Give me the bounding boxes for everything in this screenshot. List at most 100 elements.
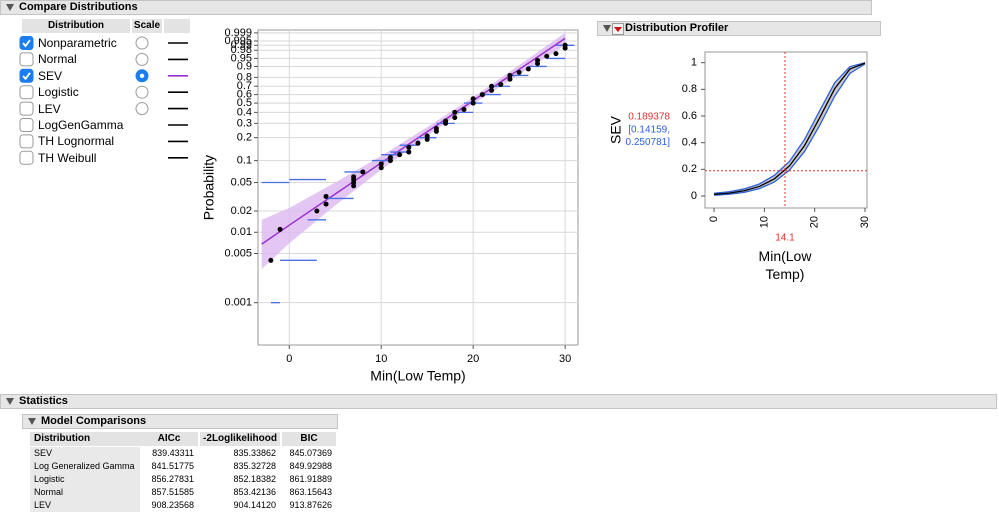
data-point [323, 201, 329, 207]
y-tick-label: 0.999 [224, 27, 252, 39]
distribution-name: LogGenGamma [38, 118, 124, 132]
distribution-name: TH Weibull [38, 150, 97, 165]
menu-icon[interactable] [614, 27, 622, 32]
y-tick-label: 0.01 [231, 226, 252, 238]
disclosure-icon[interactable] [603, 25, 611, 32]
y-tick-label: 0.8 [682, 83, 697, 95]
table-cell: 908.23568 [151, 500, 194, 510]
y-axis-label: Probability [201, 155, 217, 220]
ci-label: 0.250781] [626, 137, 671, 148]
column-header: Scale [132, 19, 162, 33]
data-point [433, 126, 439, 132]
scale-radio[interactable] [135, 52, 149, 66]
checkbox[interactable] [19, 52, 34, 67]
model-comparisons-title: Model Comparisons [41, 415, 147, 427]
distribution-name: Normal [38, 52, 77, 67]
data-point [323, 193, 329, 199]
check-mark[interactable] [22, 72, 31, 81]
column-header: -2Loglikelihood [200, 432, 280, 446]
profiler-x-label: Min(Low Temp) [758, 248, 812, 282]
data-point [443, 118, 449, 124]
column-header: Distribution [30, 432, 140, 446]
statistics-title: Statistics [19, 395, 68, 407]
check-mark[interactable] [22, 39, 31, 48]
data-point [525, 66, 531, 72]
data-point [535, 57, 541, 63]
statistics-header[interactable]: Statistics [0, 394, 997, 409]
profiler-title: Distribution Profiler [625, 22, 729, 34]
data-point [498, 82, 504, 88]
data-point [351, 174, 357, 180]
data-point [424, 136, 430, 142]
checkbox[interactable] [19, 68, 34, 83]
checkbox[interactable] [19, 85, 34, 100]
x-tick-label: 10 [758, 216, 770, 228]
checkbox[interactable] [19, 150, 34, 165]
data-point [268, 257, 274, 263]
data-point [479, 92, 485, 98]
column-header [164, 19, 190, 33]
table-cell: 841.51775 [151, 461, 194, 471]
table-cell: 845.07369 [289, 448, 332, 458]
checkbox[interactable] [19, 101, 34, 116]
disclosure-icon[interactable] [28, 418, 36, 425]
scale-radio[interactable] [135, 36, 149, 50]
compare-title: Compare Distributions [19, 1, 138, 13]
x-tick-label: 20 [467, 353, 479, 365]
data-point [452, 109, 458, 115]
x-tick-label: 30 [859, 216, 871, 228]
data-point [461, 106, 467, 112]
distribution-name: Logistic [38, 85, 79, 100]
scale-radio[interactable] [135, 102, 149, 116]
radio-dot[interactable] [139, 73, 145, 79]
data-point [470, 100, 476, 106]
data-point [406, 144, 412, 150]
checkbox[interactable] [19, 36, 34, 50]
checkbox[interactable] [19, 118, 34, 132]
data-point [415, 140, 421, 146]
y-tick-label: 0.5 [237, 97, 252, 109]
column-header: Distribution [22, 19, 130, 33]
data-point [277, 226, 283, 232]
row-label: Normal [30, 486, 140, 499]
red-triangle-menu[interactable] [612, 23, 624, 35]
distribution-name: Nonparametric [38, 36, 117, 50]
disclosure-icon[interactable] [6, 4, 14, 11]
y-tick-label: 0.02 [231, 205, 252, 217]
profile-curve [713, 62, 866, 196]
model-comparisons-header[interactable]: Model Comparisons [22, 414, 338, 429]
y-tick-label: 0.98 [231, 44, 252, 56]
current-y-value: 0.189378 [628, 112, 670, 123]
row-label: LEV [30, 499, 140, 512]
y-tick-label: 0.2 [682, 163, 697, 175]
data-point [424, 133, 430, 139]
table-cell: 856.27831 [151, 474, 194, 484]
data-point [387, 154, 393, 160]
distribution-name: LEV [38, 101, 61, 116]
row-label: Log Generalized Gamma [30, 460, 140, 473]
table-cell: 839.43311 [152, 448, 194, 458]
y-tick-label: 0.7 [237, 80, 252, 92]
y-tick-label: 0.8 [237, 71, 252, 83]
profiler-header[interactable]: Distribution Profiler [597, 21, 881, 36]
table-cell: 857.51585 [151, 487, 194, 497]
table-cell: 835.32728 [233, 461, 276, 471]
y-tick-label: 0.1 [237, 154, 252, 166]
data-point [544, 53, 550, 59]
y-tick-label: 0.995 [224, 35, 252, 47]
table-cell: 853.42136 [233, 487, 276, 497]
scale-radio[interactable] [135, 85, 149, 99]
confidence-limit [714, 63, 866, 196]
current-x-value[interactable]: 14.1 [775, 233, 795, 244]
disclosure-icon[interactable] [6, 398, 14, 405]
table-cell: 913.87626 [289, 500, 332, 510]
data-point [378, 161, 384, 167]
data-point [452, 115, 458, 121]
confidence-band [261, 32, 566, 270]
data-point [470, 96, 476, 102]
checkbox[interactable] [19, 134, 34, 149]
y-tick-label: 0.6 [682, 110, 697, 122]
compare-header[interactable]: Compare Distributions [0, 0, 872, 15]
